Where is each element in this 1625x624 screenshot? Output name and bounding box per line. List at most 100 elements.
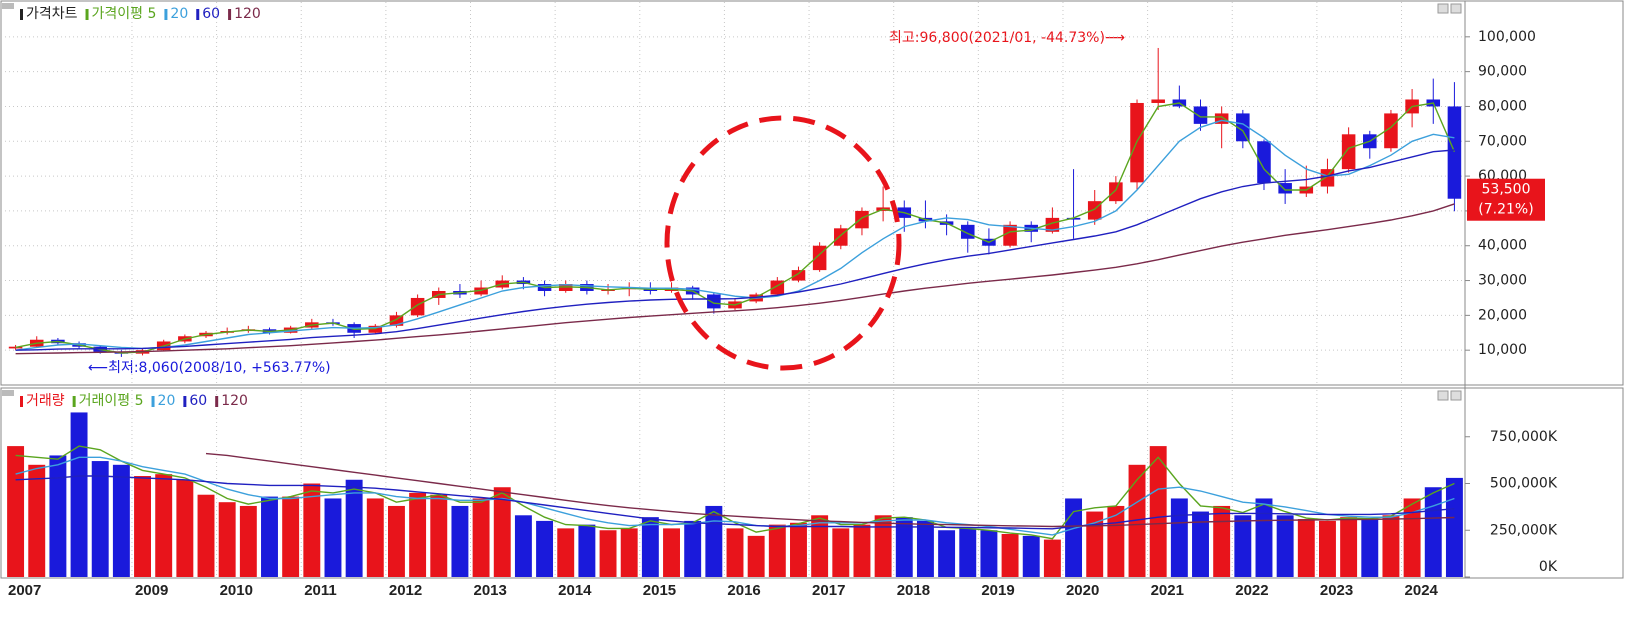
candle-body (1087, 201, 1102, 220)
candle-body (1236, 113, 1250, 142)
candle-body (1257, 141, 1271, 184)
ma-line (15, 475, 1455, 530)
volume-bar (557, 528, 575, 577)
x-tick-label: 2007 (8, 582, 41, 599)
volume-bar (451, 505, 469, 577)
volume-bar (811, 515, 829, 577)
legend-label: 120 (234, 6, 261, 22)
change-label: (7.21%) (1478, 202, 1533, 218)
volume-bar (472, 498, 490, 577)
legend-swatch (72, 396, 76, 407)
volume-bar (261, 496, 278, 577)
legend-label: 가격이평 5 (92, 6, 157, 22)
candle-body (8, 346, 23, 349)
candle-body (1320, 169, 1335, 187)
volume-bar (1001, 533, 1019, 577)
volume-bar (70, 412, 88, 577)
x-tick-label: 2015 (643, 582, 676, 599)
volume-bar (1340, 517, 1358, 577)
window-button[interactable] (1450, 3, 1462, 14)
ma-line (15, 149, 1455, 351)
legend-swatch (228, 9, 232, 20)
x-tick-label: 2014 (558, 582, 592, 599)
volume-bar (7, 446, 25, 577)
x-tick-label: 2021 (1151, 582, 1184, 599)
candle-body (410, 297, 425, 316)
legend-swatch (164, 9, 168, 20)
volume-bar (1128, 464, 1146, 577)
x-tick-label: 2016 (727, 582, 760, 599)
legend-swatch (20, 396, 23, 407)
volume-bar (1170, 498, 1188, 577)
volume-bar (959, 528, 977, 577)
candle-body (707, 294, 721, 309)
candle-body (1447, 106, 1462, 199)
volume-bar (853, 524, 871, 577)
volume-bar (218, 502, 236, 577)
ma-line (15, 119, 1455, 351)
window-button[interactable] (1437, 390, 1449, 401)
volume-bar (663, 528, 680, 577)
candle-body (389, 315, 404, 326)
volume-bar (514, 515, 532, 577)
volume-bar (599, 530, 617, 577)
x-tick-label: 2013 (474, 582, 507, 599)
volume-bar (1297, 519, 1315, 577)
volume-bar (324, 498, 342, 577)
volume-bar (536, 520, 554, 577)
price-panel-frame (0, 0, 1624, 386)
y-tick-label: 750,000K (1490, 429, 1558, 445)
legend-label: 가격차트 (26, 6, 78, 22)
x-tick-label: 2022 (1235, 582, 1268, 599)
volume-bar (916, 520, 934, 577)
volume-bar (938, 530, 956, 577)
volume-bar (493, 487, 511, 577)
volume-bar (1445, 477, 1463, 577)
volume-bar (387, 505, 405, 577)
y-tick-label: 40,000 (1478, 238, 1527, 254)
volume-bar (790, 522, 807, 577)
volume-bar (1234, 515, 1252, 577)
x-tick-label: 2024 (1405, 582, 1439, 599)
volume-bar (1276, 515, 1294, 577)
volume-bar (1255, 498, 1273, 577)
y-tick-label: 70,000 (1478, 133, 1527, 149)
y-tick-label: 80,000 (1478, 98, 1527, 114)
legend-swatch (196, 9, 200, 20)
legend-label: 60 (189, 393, 207, 409)
legend-label: 60 (202, 6, 220, 22)
volume-bar (197, 494, 215, 577)
volume-bar (239, 505, 257, 577)
ma-line (15, 456, 1455, 536)
volume-bar (684, 520, 702, 577)
x-tick-label: 2018 (897, 582, 930, 599)
annotation: 최고:96,800(2021/01, -44.73%)⟶ (889, 30, 1125, 46)
volume-bar (620, 528, 638, 577)
panel-icon (2, 3, 14, 9)
volume-bar (1043, 539, 1061, 577)
volume-bar (726, 528, 744, 577)
y-tick-label: 100,000 (1478, 29, 1536, 45)
volume-bar (980, 530, 998, 577)
volume-bar (303, 483, 321, 577)
legend-swatch (20, 9, 23, 20)
volume-bar (1424, 487, 1442, 577)
x-tick-label: 2010 (220, 582, 253, 599)
candle-body (1214, 113, 1229, 124)
y-tick-label: 10,000 (1478, 342, 1527, 358)
volume-bar (895, 517, 913, 577)
volume-bar (1319, 520, 1336, 577)
y-tick-label: 0K (1539, 559, 1558, 575)
volume-bar (1213, 505, 1231, 577)
volume-bar (1149, 446, 1167, 577)
x-tick-label: 2009 (135, 582, 168, 599)
panel-icon (2, 390, 14, 396)
candle-body (1341, 134, 1356, 170)
volume-bar (28, 464, 46, 577)
volume-bar (49, 455, 67, 577)
candle-body (1003, 224, 1017, 246)
window-button[interactable] (1437, 3, 1449, 14)
candle-body (855, 210, 869, 229)
window-button[interactable] (1450, 390, 1462, 401)
